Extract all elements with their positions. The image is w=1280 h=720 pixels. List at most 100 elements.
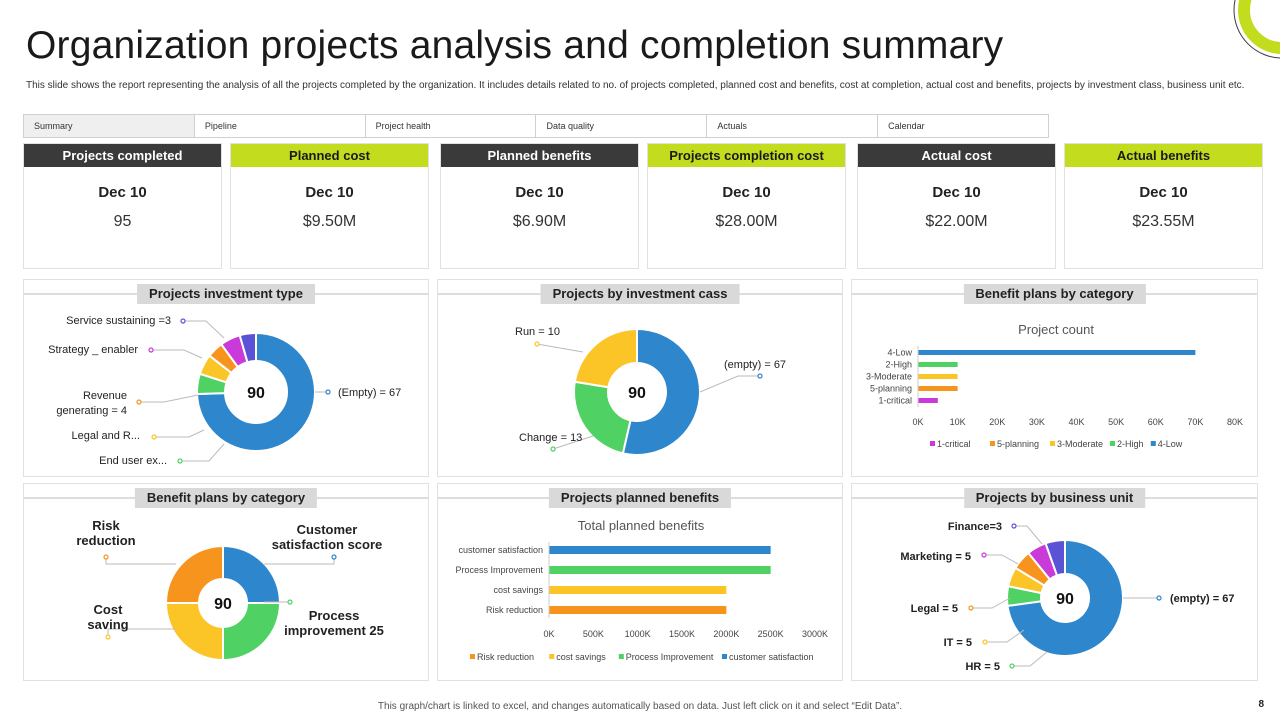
tab-bar: Summary Pipeline Project health Data qua…: [23, 114, 1049, 138]
tab-data-quality[interactable]: Data quality: [536, 115, 708, 137]
x-tick-label: 10K: [950, 417, 966, 427]
kpi-label: Actual cost: [858, 144, 1055, 167]
slice-label: generating = 4: [56, 405, 127, 417]
slice-label: Process: [309, 608, 360, 623]
x-tick-label: 2500K: [758, 629, 784, 639]
kpi-label: Planned cost: [231, 144, 428, 167]
leader-line: [151, 349, 203, 359]
leader-line: [1014, 525, 1043, 545]
slice-label: Run = 10: [515, 326, 560, 338]
bar: [549, 586, 727, 594]
bar: [549, 606, 727, 614]
bar: [918, 398, 938, 403]
tab-project-health[interactable]: Project health: [366, 115, 537, 137]
slice-label: Risk: [92, 518, 120, 533]
leader-dot: [287, 599, 293, 605]
panel-investment-class: Projects by investment cass 90 (empty) = …: [437, 279, 843, 477]
leader-dot: [1156, 595, 1162, 601]
category-label: Process Improvement: [455, 565, 543, 575]
slice-label: Service sustaining =3: [66, 315, 171, 327]
legend-swatch: [1150, 441, 1156, 446]
panel-title: Projects investment type: [137, 284, 315, 304]
page-description: This slide shows the report representing…: [26, 80, 1245, 91]
legend-label: 5-planning: [997, 439, 1039, 449]
panel-planned-benefits: Projects planned benefits Total planned …: [437, 483, 843, 681]
kpi-planned-benefits: Planned benefits Dec 10 $6.90M: [440, 143, 639, 269]
leader-line: [699, 375, 760, 393]
slice-label: Cost: [94, 602, 124, 617]
slice-label: HR = 5: [965, 661, 1000, 673]
legend-swatch: [470, 654, 475, 659]
page-title: Organization projects analysis and compl…: [26, 24, 1004, 67]
legend-label: 4-Low: [1158, 439, 1183, 449]
donut-hole: [199, 579, 247, 627]
slice-label: satisfaction score: [272, 537, 383, 552]
investment-class-chart: 90 (empty) = 67 Change = 13 Run = 10: [515, 326, 786, 456]
page-number: 8: [1258, 699, 1264, 710]
leader-line: [971, 597, 1011, 609]
legend-label: Risk reduction: [477, 652, 534, 662]
legend-label: Process Improvement: [626, 652, 714, 662]
legend-swatch: [930, 441, 935, 446]
x-tick-label: 50K: [1108, 417, 1124, 427]
slice-label: Legal = 5: [911, 603, 958, 615]
leader-dot: [151, 434, 157, 440]
panel-title: Projects by business unit: [963, 488, 1146, 508]
leader-dot: [1011, 523, 1017, 529]
chart-title: Project count: [1018, 322, 1094, 337]
legend-swatch: [722, 654, 727, 659]
tab-summary[interactable]: Summary: [24, 115, 195, 137]
slice-label: Strategy _ enabler: [48, 344, 138, 356]
leader-dot: [148, 347, 154, 353]
slice-label: Change = 13: [519, 432, 582, 444]
legend-label: 1-critical: [937, 439, 971, 449]
x-tick-label: 0K: [912, 417, 923, 427]
x-tick-label: 1500K: [669, 629, 695, 639]
leader-line: [154, 429, 205, 438]
leader-line: [180, 443, 225, 462]
donut-hole: [1041, 574, 1089, 622]
donut-center-label: 90: [628, 385, 646, 402]
chart-title: Total planned benefits: [578, 518, 705, 533]
leader-dot: [325, 389, 331, 395]
x-tick-label: 80K: [1227, 417, 1243, 427]
leader-dot: [534, 341, 540, 347]
legend-label: customer satisfaction: [729, 652, 814, 662]
kpi-date: Dec 10: [515, 184, 564, 201]
slice-label: Customer: [297, 522, 358, 537]
kpi-label: Actual benefits: [1065, 144, 1262, 167]
x-tick-label: 60K: [1148, 417, 1164, 427]
slice-label: Marketing = 5: [900, 551, 971, 563]
legend-swatch: [1050, 441, 1055, 446]
kpi-value: $23.55M: [1132, 213, 1195, 230]
x-tick-label: 3000K: [802, 629, 828, 639]
kpi-value: $6.90M: [512, 213, 567, 230]
kpi-projects-completed: Projects completed Dec 10 95: [23, 143, 222, 269]
bar: [918, 374, 958, 379]
kpi-value: $9.50M: [302, 213, 357, 230]
kpi-date: Dec 10: [98, 184, 147, 201]
leader-dot: [331, 554, 337, 560]
leader-dot: [105, 634, 111, 640]
category-label: cost savings: [493, 585, 543, 595]
tab-calendar[interactable]: Calendar: [888, 121, 925, 131]
tab-actuals[interactable]: Actuals: [707, 115, 879, 137]
leader-dot: [180, 318, 186, 324]
benefit-plans-bar-chart: Project count 4-Low 2-High 3-Moderate 5-plan…: [866, 322, 1243, 449]
x-tick-label: 1000K: [625, 629, 651, 639]
slice-label: saving: [87, 617, 128, 632]
category-label: customer satisfaction: [458, 545, 543, 555]
leader-dot: [103, 554, 109, 560]
kpi-actual-benefits: Actual benefits Dec 10 $23.55M: [1064, 143, 1263, 269]
bar: [549, 546, 771, 554]
kpi-label: Planned benefits: [441, 144, 638, 167]
tab-pipeline[interactable]: Pipeline: [195, 115, 366, 137]
slice-label: (empty) = 67: [1170, 593, 1235, 605]
x-tick-label: 2000K: [713, 629, 739, 639]
leader-line: [985, 629, 1025, 643]
kpi-value: $22.00M: [925, 213, 988, 230]
donut-center-label: 90: [214, 596, 232, 613]
slice-label: End user ex...: [99, 455, 167, 467]
bar: [918, 362, 958, 367]
legend-swatch: [549, 654, 555, 659]
